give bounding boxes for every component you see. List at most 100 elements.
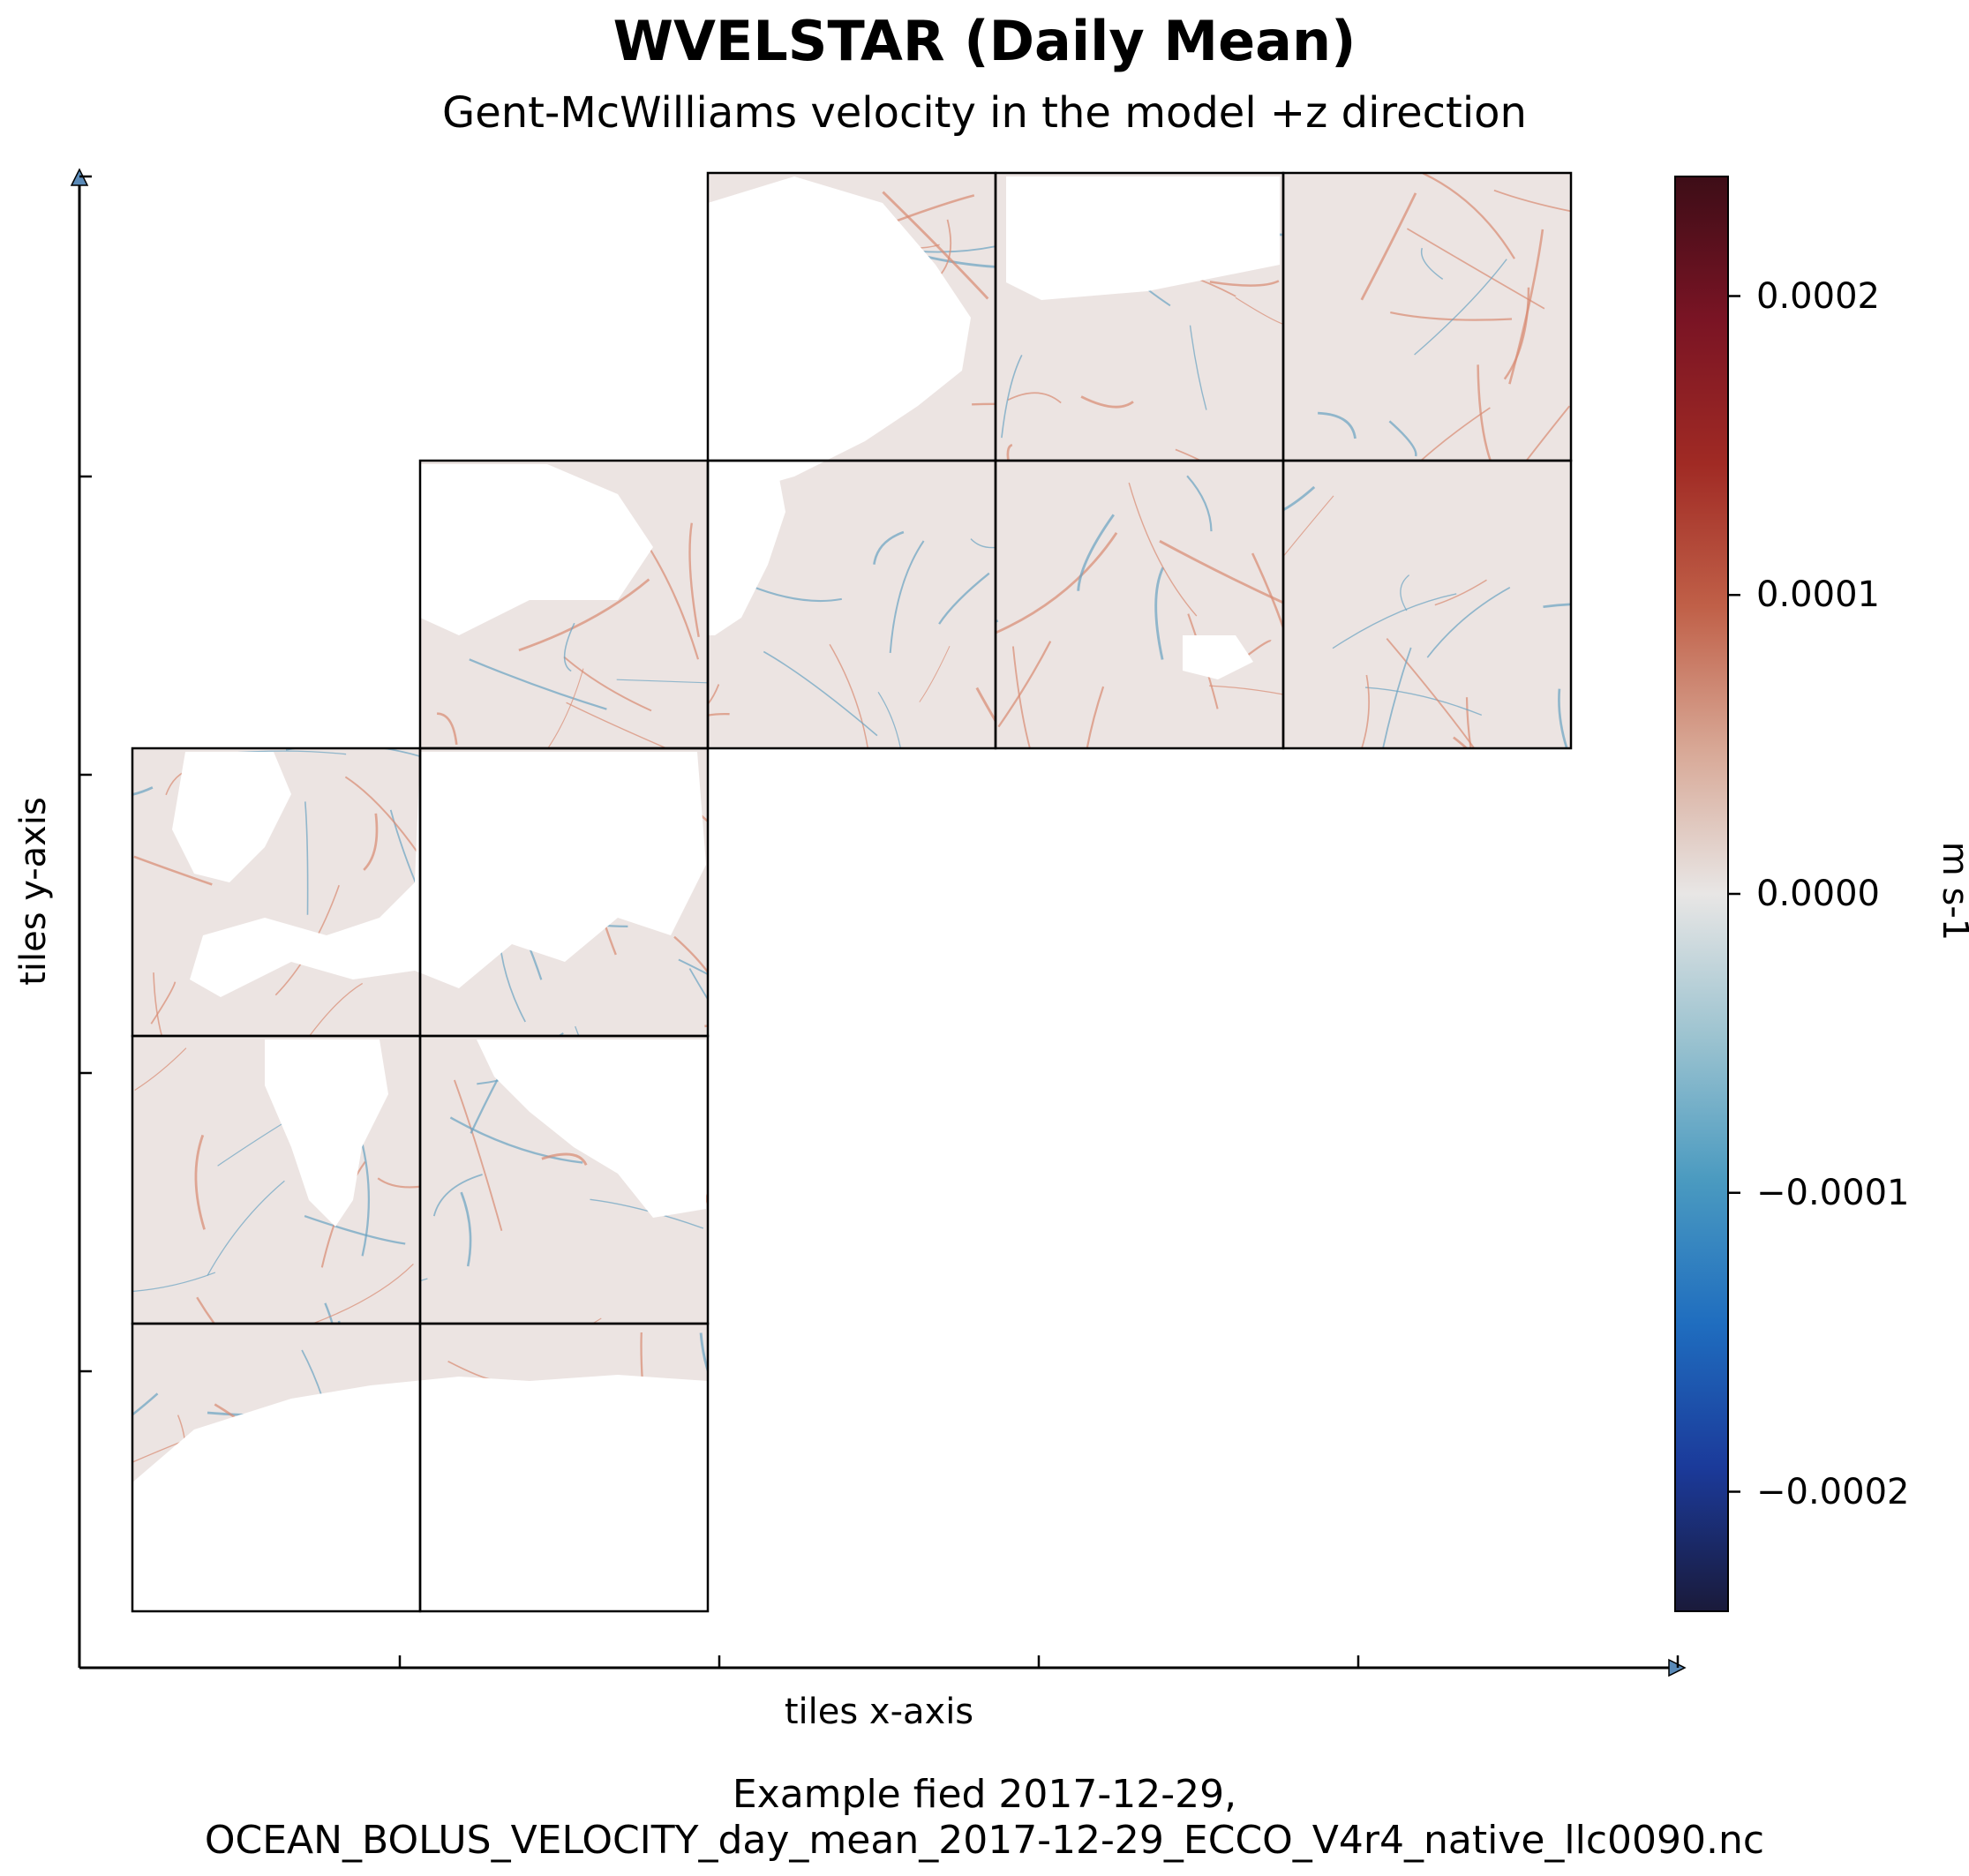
tile-streaks xyxy=(132,1047,420,1324)
field-streak xyxy=(153,972,163,1036)
field-streak xyxy=(389,809,420,896)
field-streak xyxy=(1283,495,1334,558)
field-streak xyxy=(1400,574,1410,612)
field-streak xyxy=(1503,287,1530,380)
field-streak xyxy=(1422,173,1515,259)
land-mask xyxy=(708,176,971,494)
field-streak xyxy=(285,748,420,758)
field-streak xyxy=(436,712,458,746)
field-streak xyxy=(688,522,700,638)
field-streak xyxy=(1477,364,1492,461)
tile-streaks xyxy=(708,479,996,748)
field-streak xyxy=(1011,646,1031,748)
field-streak xyxy=(1077,514,1115,591)
field-streak xyxy=(133,855,213,886)
chart-subtitle: Gent-McWilliams velocity in the model +z… xyxy=(442,88,1527,138)
field-streak xyxy=(449,1116,583,1164)
field-streak xyxy=(563,656,652,712)
field-streak xyxy=(207,1180,285,1276)
field-streak xyxy=(1318,411,1357,439)
field-streak xyxy=(1128,482,1198,617)
field-streak xyxy=(877,691,902,748)
field-streak xyxy=(889,540,925,653)
field-streak xyxy=(1007,392,1062,404)
field-streak xyxy=(134,1047,187,1092)
field-streak xyxy=(132,1272,216,1293)
field-streak xyxy=(460,1191,472,1267)
field-streak xyxy=(1154,567,1165,660)
field-streak xyxy=(1390,311,1513,321)
field-streak xyxy=(196,1296,216,1324)
field-streak xyxy=(673,935,708,974)
colorbar-tick-label: 0.0002 xyxy=(1756,275,1880,317)
field-streak xyxy=(1543,603,1571,609)
field-streak xyxy=(1434,579,1487,606)
colorbar-label: m s-1 xyxy=(1935,842,1969,942)
tile-field xyxy=(996,461,1283,748)
field-streak xyxy=(363,813,379,871)
field-streak xyxy=(1332,593,1457,649)
colorbar-tick-label: −0.0002 xyxy=(1756,1471,1910,1512)
colorbar-tick-label: −0.0001 xyxy=(1756,1172,1910,1213)
field-streak xyxy=(678,958,708,976)
field-streak xyxy=(311,1263,414,1324)
field-streak xyxy=(359,1137,371,1257)
caption-line-2: OCEAN_BOLUS_VELOCITY_day_mean_2017-12-29… xyxy=(204,1818,1765,1863)
field-streak xyxy=(1465,697,1472,748)
field-streak xyxy=(748,584,842,603)
field-streak xyxy=(708,684,720,706)
field-streak xyxy=(1006,443,1013,461)
field-streak xyxy=(1001,355,1023,439)
field-streak xyxy=(938,572,990,625)
tile-field xyxy=(1283,173,1571,461)
field-streak xyxy=(1508,229,1544,385)
field-streak xyxy=(699,1332,708,1375)
field-streak xyxy=(454,1079,503,1232)
field-streak xyxy=(1235,296,1283,325)
field-streak xyxy=(704,1024,708,1028)
land-mask xyxy=(172,752,291,882)
field-streak xyxy=(996,532,1118,634)
caption-line-1: Example fied 2017-12-29, xyxy=(732,1772,1237,1817)
tile-field xyxy=(1283,461,1571,748)
tile-streaks xyxy=(1283,485,1571,748)
field-streak xyxy=(1186,475,1213,532)
colorbar-tick-label: 0.0001 xyxy=(1756,574,1880,616)
field-streak xyxy=(518,578,650,652)
field-streak xyxy=(1558,688,1568,748)
y-axis-label: tiles y-axis xyxy=(13,797,54,986)
field-streak xyxy=(1080,395,1134,409)
x-axis-label: tiles x-axis xyxy=(784,1692,974,1732)
field-streak xyxy=(1414,259,1507,356)
land-mask xyxy=(477,1039,706,1218)
field-streak xyxy=(1493,189,1571,213)
field-streak xyxy=(616,679,708,684)
field-streak xyxy=(1175,448,1203,461)
chart-title: WVELSTAR (Daily Mean) xyxy=(612,9,1357,73)
field-streak xyxy=(647,544,700,660)
field-streak xyxy=(150,981,177,1024)
field-streak xyxy=(469,658,607,710)
field-streak xyxy=(1364,687,1483,717)
field-streak xyxy=(975,687,996,724)
tile-streaks xyxy=(1318,173,1571,461)
field-streak xyxy=(132,1392,159,1416)
field-streak xyxy=(1159,539,1283,604)
field-streak xyxy=(547,668,584,748)
field-streak xyxy=(194,1134,206,1230)
land-mask xyxy=(1006,176,1280,300)
land-mask xyxy=(265,1039,388,1227)
field-streak xyxy=(563,622,575,672)
field-streak xyxy=(1360,192,1417,301)
field-streak xyxy=(708,713,730,717)
field-streak xyxy=(1419,407,1491,461)
field-streak xyxy=(1251,552,1283,632)
field-streak xyxy=(1426,587,1511,658)
field-streak xyxy=(1086,686,1105,748)
field-streak xyxy=(308,982,364,1036)
field-streak xyxy=(1209,280,1280,287)
field-streak xyxy=(882,191,989,300)
field-streak xyxy=(763,650,878,737)
field-streak xyxy=(132,786,154,796)
field-streak xyxy=(590,1198,704,1229)
